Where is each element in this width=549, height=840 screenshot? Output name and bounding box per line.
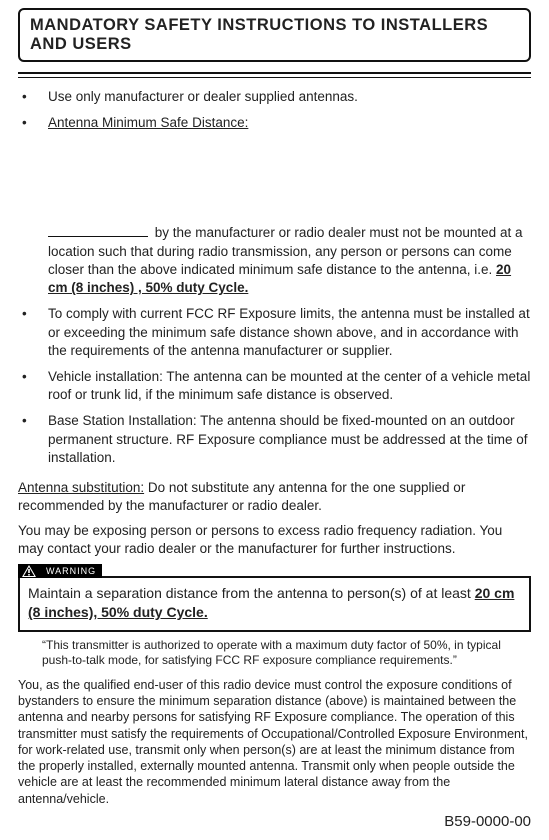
bullet-text: Base Station Installation: The antenna s… — [48, 413, 527, 464]
bullet-item: • Antenna Minimum Safe Distance: — [18, 114, 531, 132]
bullet-list-mid: • To comply with current FCC RF Exposure… — [18, 305, 531, 467]
warning-block: WARNING Maintain a separation distance f… — [18, 564, 531, 632]
rule-thick — [18, 72, 531, 74]
warning-tag: WARNING — [18, 564, 102, 578]
bullet-dot: • — [22, 412, 27, 430]
continuation-paragraph: by the manufacturer or radio dealer must… — [18, 224, 531, 297]
bullet-dot: • — [22, 305, 27, 323]
exposure-paragraph: You may be exposing person or persons to… — [18, 522, 531, 558]
closing-paragraph: You, as the qualified end-user of this r… — [18, 677, 531, 807]
bullet-text: Use only manufacturer or dealer supplied… — [48, 89, 358, 104]
paragraph-lead: Antenna substitution: — [18, 480, 144, 495]
bullet-dot: • — [22, 114, 27, 132]
document-number: B59-0000-00 — [18, 813, 531, 830]
warning-box: Maintain a separation distance from the … — [18, 576, 531, 632]
blank-region — [18, 144, 531, 224]
bullet-text: To comply with current FCC RF Exposure l… — [48, 306, 530, 357]
bullet-item: • To comply with current FCC RF Exposure… — [18, 305, 531, 360]
fill-in-blank — [48, 236, 148, 237]
warning-icon — [18, 564, 40, 578]
antenna-substitution-paragraph: Antenna substitution: Do not substitute … — [18, 479, 531, 515]
bullet-item: • Use only manufacturer or dealer suppli… — [18, 88, 531, 106]
bullet-text: Vehicle installation: The antenna can be… — [48, 369, 530, 402]
bullet-text: Antenna Minimum Safe Distance: — [48, 115, 248, 130]
warning-pre-text: Maintain a separation distance from the … — [28, 585, 475, 601]
rule-thin — [18, 77, 531, 78]
continuation-text: by the manufacturer or radio dealer must… — [48, 225, 522, 276]
bullet-item: • Base Station Installation: The antenna… — [18, 412, 531, 467]
bullet-item: • Vehicle installation: The antenna can … — [18, 368, 531, 404]
bullet-list-top: • Use only manufacturer or dealer suppli… — [18, 88, 531, 132]
fcc-quote: “This transmitter is authorized to opera… — [42, 638, 531, 669]
bullet-dot: • — [22, 88, 27, 106]
page-title: MANDATORY SAFETY INSTRUCTIONS TO INSTALL… — [18, 8, 531, 62]
bullet-dot: • — [22, 368, 27, 386]
warning-label: WARNING — [40, 564, 102, 578]
